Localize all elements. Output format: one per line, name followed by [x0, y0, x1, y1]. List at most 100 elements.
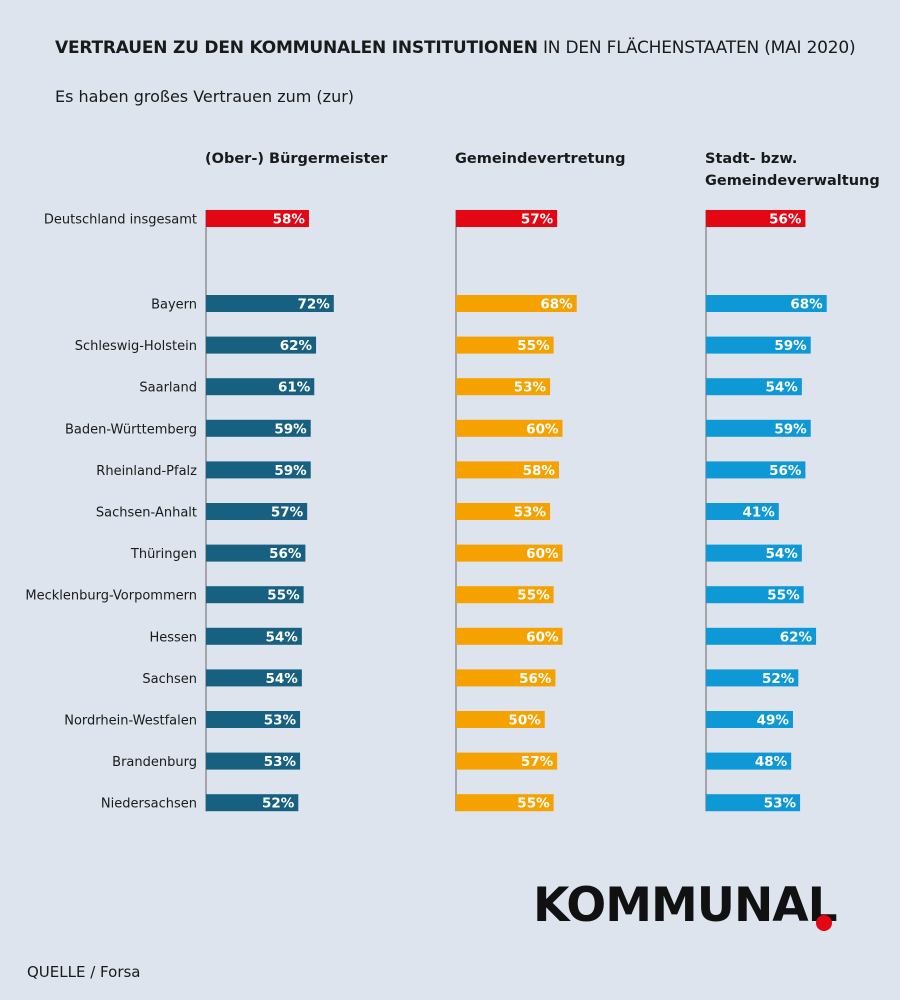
bar-thüringen-3	[706, 544, 802, 562]
bar-bayern-1	[206, 295, 334, 312]
bar-bayern-3	[706, 295, 827, 312]
data-label-bayern-2: 68%	[540, 297, 573, 313]
data-label-baden-württemberg-1: 59%	[274, 421, 307, 437]
bar-baden-württemberg-2	[456, 419, 563, 437]
bar-rheinland-pfalz-2	[456, 461, 559, 479]
data-label-nordrhein-westfalen-3: 49%	[757, 713, 790, 729]
bar-total-2	[456, 210, 558, 227]
bar-sachsen-anhalt-1	[206, 503, 308, 520]
data-label-hessen-2: 60%	[526, 629, 559, 645]
bar-total-3	[706, 210, 806, 227]
bar-nordrhein-westfalen-1	[206, 711, 301, 728]
bar-bayern-2	[456, 295, 577, 312]
bar-hessen-3	[706, 627, 817, 645]
data-label-rheinland-pfalz-3: 56%	[769, 463, 802, 479]
category-label-brandenburg: Brandenburg	[112, 755, 197, 770]
bar-brandenburg-1	[206, 752, 301, 770]
data-label-total-1: 58%	[273, 212, 306, 228]
data-label-bayern-1: 72%	[297, 297, 330, 313]
data-label-hessen-3: 62%	[780, 629, 813, 645]
category-label-sachsen: Sachsen	[142, 672, 197, 687]
bar-chart: (Ober-) Bürgermeister Gemeindevertretung S…	[25, 151, 880, 812]
data-label-sachsen-3: 52%	[762, 671, 795, 687]
bar-nordrhein-westfalen-2	[456, 711, 545, 728]
bar-saarland-2	[456, 378, 551, 396]
data-label-total-2: 57%	[521, 212, 554, 228]
data-label-niedersachsen-3: 53%	[764, 796, 797, 812]
data-label-niedersachsen-1: 52%	[262, 796, 295, 812]
bar-niedersachsen-3	[706, 794, 801, 812]
data-label-sachsen-anhalt-2: 53%	[514, 505, 547, 521]
category-label-bayern: Bayern	[151, 298, 197, 313]
bar-brandenburg-3	[706, 752, 792, 770]
chart-subtitle: Es haben großes Vertrauen zum (zur)	[55, 87, 355, 106]
data-label-mecklenburg-vorpommern-2: 55%	[517, 588, 550, 604]
category-label-thüringen: Thüringen	[130, 547, 197, 562]
bar-thüringen-1	[206, 544, 306, 562]
bar-sachsen-1	[206, 669, 302, 687]
data-label-nordrhein-westfalen-1: 53%	[264, 713, 297, 729]
data-label-schleswig-holstein-3: 59%	[774, 338, 807, 354]
category-label-hessen: Hessen	[149, 630, 197, 645]
bar-sachsen-3	[706, 669, 799, 687]
column-header-1: (Ober-) Bürgermeister	[205, 151, 388, 167]
chart-title: VERTRAUEN ZU DEN KOMMUNALEN INSTITUTIONE…	[55, 38, 856, 58]
chart-title-rest: IN DEN FLÄCHENSTAATEN (MAI 2020)	[537, 38, 856, 58]
data-label-sachsen-anhalt-3: 41%	[742, 505, 775, 521]
data-label-thüringen-3: 54%	[766, 546, 799, 562]
column-header-3: Stadt- bzw. Gemeindeverwaltung	[705, 151, 880, 189]
bar-mecklenburg-vorpommern-1	[206, 586, 304, 604]
data-label-rheinland-pfalz-2: 58%	[523, 463, 556, 479]
bar-niedersachsen-1	[206, 794, 299, 812]
data-label-rheinland-pfalz-1: 59%	[274, 463, 307, 479]
bar-mecklenburg-vorpommern-2	[456, 586, 554, 604]
category-label-nordrhein-westfalen: Nordrhein-Westfalen	[64, 714, 197, 729]
data-label-nordrhein-westfalen-2: 50%	[508, 713, 541, 729]
source-note: QUELLE / Forsa	[27, 963, 141, 981]
category-label-mecklenburg-vorpommern: Mecklenburg-Vorpommern	[25, 589, 197, 604]
data-label-baden-württemberg-2: 60%	[526, 421, 559, 437]
bar-nordrhein-westfalen-3	[706, 711, 793, 728]
category-label-total: Deutschland insgesamt	[44, 213, 197, 228]
data-label-schleswig-holstein-2: 55%	[517, 338, 550, 354]
data-label-mecklenburg-vorpommern-3: 55%	[767, 588, 800, 604]
bar-baden-württemberg-3	[706, 419, 811, 437]
bar-brandenburg-2	[456, 752, 558, 770]
data-label-saarland-2: 53%	[514, 380, 547, 396]
bar-rheinland-pfalz-1	[206, 461, 311, 479]
category-label-rheinland-pfalz: Rheinland-Pfalz	[96, 464, 197, 479]
data-label-sachsen-1: 54%	[266, 671, 299, 687]
bar-schleswig-holstein-3	[706, 336, 811, 354]
data-label-mecklenburg-vorpommern-1: 55%	[267, 588, 300, 604]
bar-schleswig-holstein-1	[206, 336, 317, 354]
logo-dot-icon	[816, 915, 832, 931]
bar-hessen-1	[206, 627, 302, 645]
chart-title-bold: VERTRAUEN ZU DEN KOMMUNALEN INSTITUTIONE…	[55, 38, 538, 58]
bar-hessen-2	[456, 627, 563, 645]
data-label-brandenburg-1: 53%	[264, 754, 297, 770]
data-label-saarland-3: 54%	[766, 380, 799, 396]
category-label-schleswig-holstein: Schleswig-Holstein	[75, 339, 197, 354]
data-label-sachsen-anhalt-1: 57%	[271, 505, 304, 521]
data-label-thüringen-1: 56%	[269, 546, 302, 562]
bar-rheinland-pfalz-3	[706, 461, 806, 479]
category-label-baden-württemberg: Baden-Württemberg	[65, 422, 197, 437]
bar-saarland-3	[706, 378, 802, 396]
bar-mecklenburg-vorpommern-3	[706, 586, 804, 604]
data-label-sachsen-2: 56%	[519, 671, 552, 687]
bar-baden-württemberg-1	[206, 419, 311, 437]
bar-total-1	[206, 210, 309, 227]
data-label-brandenburg-3: 48%	[755, 754, 788, 770]
bar-sachsen-anhalt-3	[706, 503, 779, 520]
category-label-niedersachsen: Niedersachsen	[101, 797, 197, 812]
data-label-thüringen-2: 60%	[526, 546, 559, 562]
data-label-niedersachsen-2: 55%	[517, 796, 550, 812]
bar-thüringen-2	[456, 544, 563, 562]
data-label-baden-württemberg-3: 59%	[774, 421, 807, 437]
bar-schleswig-holstein-2	[456, 336, 554, 354]
data-label-saarland-1: 61%	[278, 380, 311, 396]
bar-sachsen-anhalt-2	[456, 503, 551, 520]
category-label-sachsen-anhalt: Sachsen-Anhalt	[96, 506, 197, 521]
bar-saarland-1	[206, 378, 315, 396]
data-label-brandenburg-2: 57%	[521, 754, 554, 770]
